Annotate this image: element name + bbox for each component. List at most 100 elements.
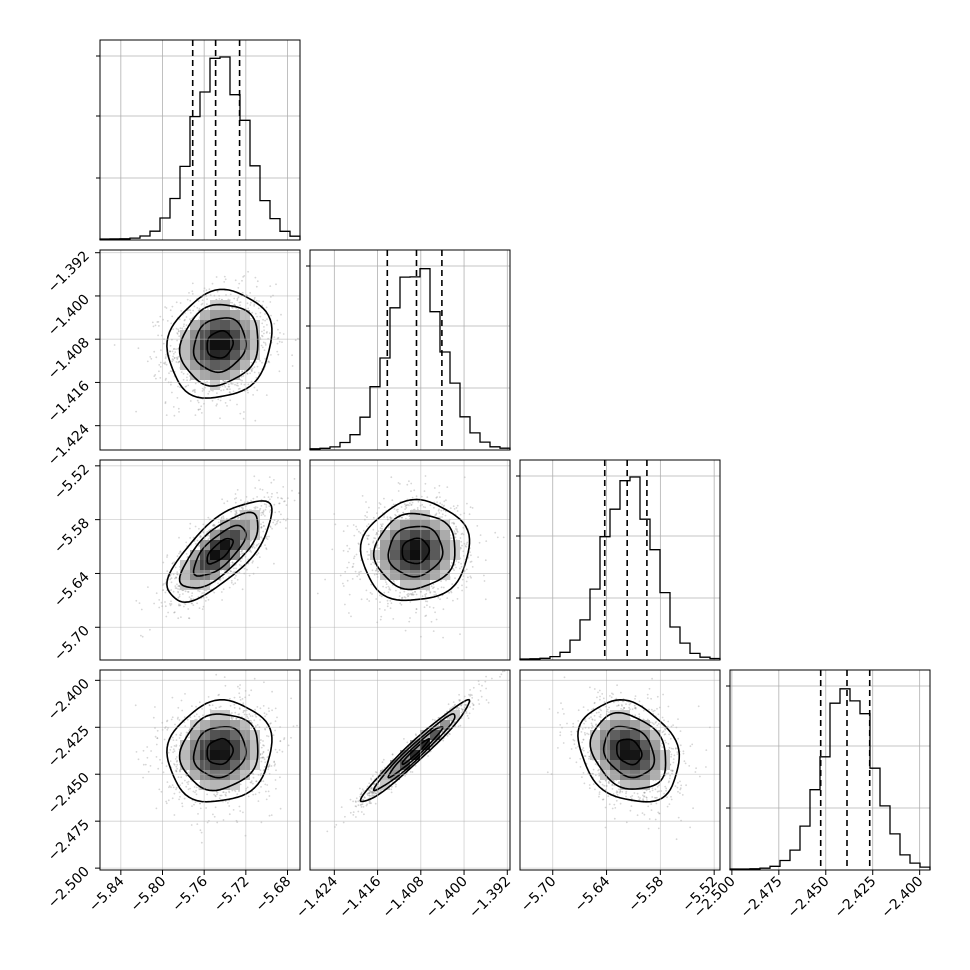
scatter-point — [199, 807, 202, 810]
scatter-point — [237, 287, 240, 289]
scatter-point — [158, 364, 161, 366]
scatter-point — [201, 390, 204, 392]
scatter-point — [278, 370, 281, 373]
density-cell — [200, 540, 210, 550]
scatter-point — [198, 590, 201, 593]
scatter-point — [142, 749, 145, 752]
scatter-point — [219, 399, 222, 402]
scatter-point — [205, 596, 208, 599]
scatter-point — [406, 483, 409, 486]
scatter-point — [189, 400, 192, 402]
scatter-point — [181, 782, 184, 785]
scatter-point — [256, 506, 259, 509]
scatter-point — [346, 579, 349, 582]
scatter-point — [178, 360, 180, 363]
scatter-point — [386, 599, 389, 602]
scatter-point — [359, 578, 361, 581]
scatter-point — [356, 528, 358, 531]
scatter-point — [179, 784, 182, 787]
scatter-point — [370, 583, 373, 586]
scatter-point — [164, 361, 167, 364]
scatter-point — [212, 389, 214, 392]
scatter-point — [353, 557, 355, 560]
scatter-point — [188, 617, 190, 619]
scatter-point — [176, 573, 179, 576]
scatter-point — [250, 301, 252, 304]
scatter-point — [178, 593, 181, 596]
scatter-point — [246, 715, 249, 718]
scatter-point — [465, 545, 468, 548]
scatter-point — [248, 550, 251, 552]
scatter-point — [369, 548, 372, 550]
scatter-point — [378, 507, 380, 509]
scatter-point — [207, 308, 209, 311]
scatter-point — [225, 294, 227, 296]
scatter-point — [441, 516, 443, 518]
scatter-point — [152, 325, 155, 328]
scatter-point — [261, 304, 264, 307]
scatter-point — [379, 503, 382, 506]
scatter-point — [424, 593, 426, 596]
scatter-point — [255, 285, 258, 288]
scatter-point — [236, 578, 239, 581]
scatter-point — [436, 501, 438, 503]
scatter-point — [254, 419, 257, 422]
scatter-point — [237, 296, 240, 299]
scatter-point — [175, 348, 177, 350]
scatter-point — [367, 554, 370, 556]
scatter-point — [207, 392, 210, 395]
scatter-point — [196, 602, 199, 605]
scatter-point — [267, 496, 270, 498]
scatter-point — [160, 349, 162, 352]
scatter-point — [231, 561, 234, 564]
scatter-point — [465, 568, 468, 571]
scatter-point — [451, 522, 453, 524]
scatter-point — [176, 759, 179, 762]
scatter-point — [446, 486, 449, 488]
scatter-point — [246, 389, 249, 392]
scatter-point — [173, 763, 176, 766]
scatter-point — [176, 339, 179, 342]
scatter-point — [230, 581, 233, 584]
scatter-point — [159, 315, 162, 318]
scatter-point — [253, 371, 256, 374]
density-cell — [210, 380, 220, 390]
scatter-point — [442, 636, 444, 639]
scatter-point — [279, 521, 282, 524]
scatter-point — [403, 596, 406, 598]
scatter-point — [177, 588, 180, 590]
scatter-point — [263, 525, 265, 527]
scatter-point — [275, 522, 278, 525]
scatter-point — [294, 339, 297, 342]
scatter-point — [246, 372, 249, 375]
scatter-point — [461, 589, 463, 592]
scatter-point — [175, 301, 178, 304]
scatter-point — [400, 506, 403, 508]
scatter-point — [222, 819, 225, 821]
scatter-point — [415, 611, 417, 614]
density-cell — [410, 510, 420, 520]
scatter-point — [201, 387, 204, 390]
scatter-point — [184, 590, 187, 593]
scatter-point — [236, 793, 239, 795]
scatter-point — [359, 532, 362, 534]
density-cell — [210, 340, 220, 350]
scatter-point — [496, 536, 499, 539]
scatter-point — [193, 305, 196, 308]
scatter-point — [169, 578, 172, 581]
scatter-point — [165, 353, 168, 356]
scatter-point — [183, 323, 185, 326]
scatter-point — [173, 356, 176, 359]
scatter-point — [146, 360, 149, 363]
scatter-point — [261, 322, 264, 325]
scatter-point — [182, 372, 185, 375]
scatter-point — [267, 360, 270, 363]
scatter-point — [442, 586, 445, 589]
scatter-point — [254, 276, 257, 279]
scatter-point — [257, 371, 260, 374]
scatter-point — [264, 727, 266, 730]
scatter-point — [247, 795, 250, 798]
scatter-point — [268, 361, 271, 364]
scatter-point — [423, 606, 426, 609]
scatter-point — [188, 292, 190, 294]
